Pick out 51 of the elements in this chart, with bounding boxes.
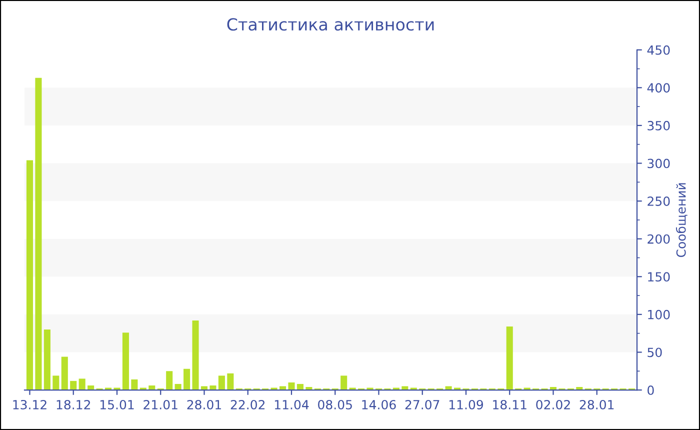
bar xyxy=(366,388,374,390)
bar xyxy=(506,326,513,390)
y2-tick-label: 450 xyxy=(647,45,670,55)
bar xyxy=(200,386,208,390)
bar xyxy=(52,376,60,390)
bar xyxy=(174,384,182,390)
x-tick-label: 18.11 xyxy=(493,400,526,410)
bar xyxy=(402,386,408,390)
bar xyxy=(26,160,34,390)
y2-tick-label: 150 xyxy=(648,272,670,282)
bar xyxy=(44,330,50,390)
bar xyxy=(340,376,348,390)
y2-tick-label: 350 xyxy=(648,120,670,130)
x-tick-label: 13.12 xyxy=(13,400,46,410)
y2-tick-label: 400 xyxy=(647,83,670,93)
y2-tick-label: 50 xyxy=(648,348,662,358)
bar xyxy=(78,378,86,390)
x-tick-label: 11.04 xyxy=(274,400,309,410)
x-tick-label: 18.12 xyxy=(56,400,90,410)
y2-axis-title: Сообщений xyxy=(676,183,688,258)
bar xyxy=(61,356,68,390)
x-tick-label: 11.09 xyxy=(449,400,483,410)
bar xyxy=(296,384,304,390)
x-tick-label: 14.06 xyxy=(362,400,396,410)
x-tick-label: 22.02 xyxy=(230,400,264,410)
bar xyxy=(227,373,234,390)
x-tick-label: 21.01 xyxy=(144,400,178,410)
x-tick-label: 02.02 xyxy=(536,400,570,410)
bar xyxy=(279,386,286,390)
y2-tick-label: 100 xyxy=(648,310,670,320)
bar xyxy=(166,371,173,390)
x-tick-label: 28.01 xyxy=(580,400,614,410)
bar xyxy=(192,320,199,390)
x-tick-label: 27.07 xyxy=(405,400,440,410)
bar xyxy=(184,368,190,390)
bar xyxy=(288,382,295,390)
y2-tick-label: 250 xyxy=(648,196,670,206)
x-tick-label: 15.01 xyxy=(100,400,134,410)
bar xyxy=(70,380,77,390)
bar xyxy=(122,332,129,390)
bar xyxy=(445,386,452,390)
bar xyxy=(131,379,138,390)
y2-tick-label: 0 xyxy=(648,385,654,395)
y2-tick-label: 200 xyxy=(648,234,670,244)
bar xyxy=(35,78,42,390)
bar xyxy=(114,388,120,390)
x-tick-label: 08.05 xyxy=(318,400,352,410)
bar xyxy=(218,376,225,390)
chart-title: Статистика активности xyxy=(227,18,434,31)
y2-tick-label: 300 xyxy=(648,158,670,168)
x-tick-label: 28.01 xyxy=(187,400,221,410)
